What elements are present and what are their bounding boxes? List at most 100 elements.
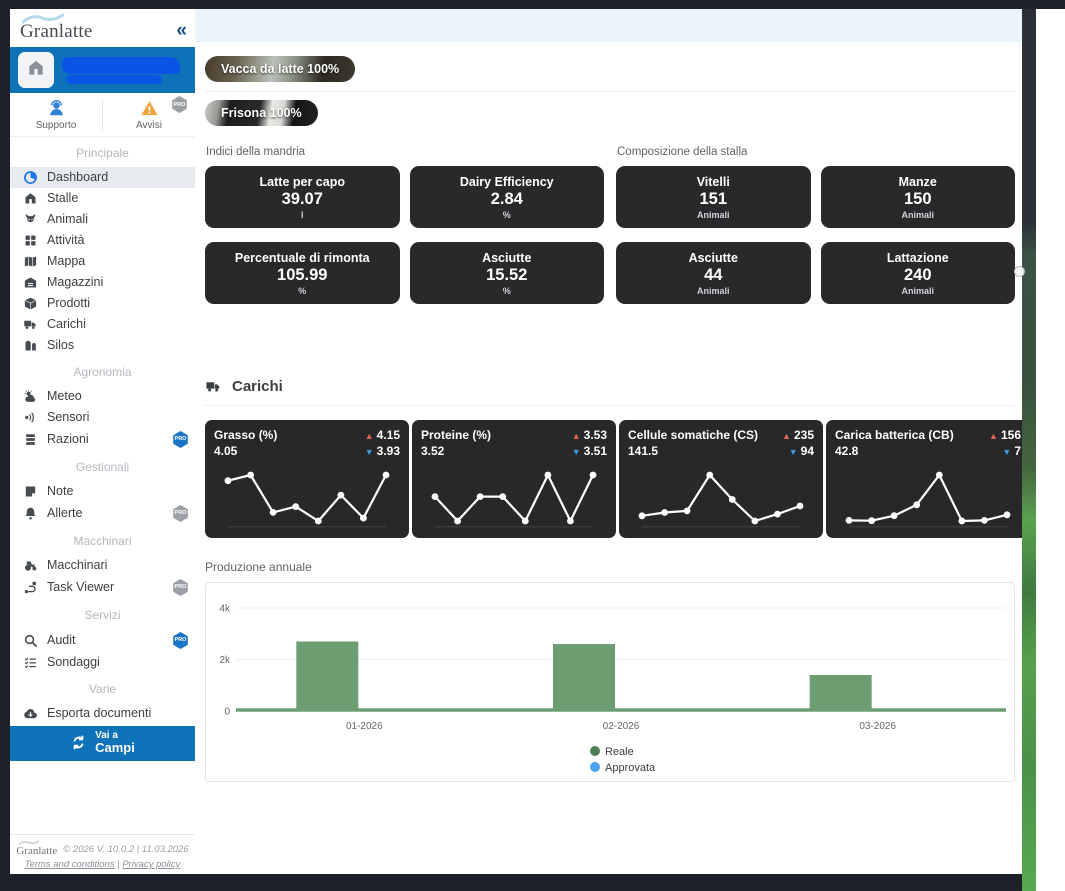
- production-chart-title: Produzione annuale: [205, 560, 312, 574]
- bar-chart-canvas: 0 2k 4k 01-2026 02-2026 03-2026 Reale Approvata: [219, 604, 1006, 774]
- sidebar-item-stalle[interactable]: Stalle: [10, 188, 195, 209]
- privacy-link[interactable]: Privacy policy: [122, 859, 181, 870]
- sidebar-item-silos[interactable]: Silos: [10, 335, 195, 356]
- kpi-value: 105.99: [277, 265, 328, 284]
- load-card-current: 4.05: [214, 444, 238, 459]
- quick-actions-row: Supporto Avvisi PRO: [10, 93, 195, 137]
- sidebar-item-sensori[interactable]: Sensori: [10, 407, 195, 428]
- layers-icon: [23, 432, 38, 447]
- sidebar-item-audit[interactable]: Audit PRO: [10, 629, 195, 652]
- map-marker-dot: [1014, 266, 1025, 277]
- brand-header: Granlatte «: [10, 9, 195, 47]
- sidebar-item-dashboard[interactable]: Dashboard: [10, 167, 195, 188]
- sidebar-item-label: Macchinari: [47, 558, 108, 573]
- svg-text:02-2026: 02-2026: [603, 721, 640, 732]
- sidebar-footer: Granlatte © 2026 V. 10.0.2 | 11.03.2026 …: [10, 834, 195, 874]
- sidebar-item-label: Carichi: [47, 317, 86, 332]
- load-card-max: ▲ 235: [782, 428, 814, 442]
- nav-section-label: Principale: [76, 146, 129, 160]
- load-card-cellule-somatiche-cs-: Cellule somatiche (CS) ▲ 235 141.5 ▼ 94: [619, 420, 823, 538]
- window-frame-top: [0, 0, 1065, 9]
- sidebar-item-label: Note: [47, 484, 74, 499]
- sidebar-item-carichi[interactable]: Carichi: [10, 314, 195, 335]
- pro-badge: PRO: [173, 579, 188, 596]
- kpi-unit: Animali: [901, 285, 934, 296]
- nav-section-label: Varie: [88, 682, 117, 696]
- go-to-campi-button[interactable]: Vai a Campi: [10, 726, 195, 762]
- top-bar: [195, 9, 1031, 42]
- nav-section-label: Servizi: [84, 608, 121, 622]
- triangle-up-icon: ▲: [571, 431, 581, 441]
- production-chart: 0 2k 4k 01-2026 02-2026 03-2026 Reale Approvata: [205, 582, 1015, 782]
- sidebar-item-attivit-[interactable]: Attività: [10, 230, 195, 251]
- pro-badge: PRO: [173, 431, 188, 448]
- kpi-grid: Vitelli 151 Animali Manze 150 Animali Asciutte…: [616, 166, 1015, 304]
- sidebar-item-prodotti[interactable]: Prodotti: [10, 293, 195, 314]
- map-icon: [23, 254, 38, 269]
- sidebar-collapse-button[interactable]: «: [176, 19, 187, 41]
- legend-item-reale[interactable]: Reale: [590, 746, 634, 758]
- loads-section-title: Carichi: [232, 378, 283, 395]
- silo-icon: [23, 338, 38, 353]
- sidebar-item-label: Audit: [47, 633, 76, 648]
- sidebar: Granlatte « Supporto Avvisi PRO Principale…: [10, 9, 195, 874]
- load-card-title: Proteine (%): [421, 428, 492, 442]
- sparkline-chart: [845, 471, 1011, 528]
- farm-banner[interactable]: [10, 47, 195, 93]
- breed-chip-vacca[interactable]: Vacca da latte 100%: [205, 56, 356, 82]
- barn-icon: [18, 52, 54, 88]
- load-card-current: 141.5: [628, 444, 659, 459]
- sparkline-chart: [638, 471, 804, 528]
- pro-badge: PRO: [173, 632, 188, 649]
- goto-label-big: Campi: [95, 740, 135, 755]
- kpi-label: Vitelli: [696, 174, 730, 189]
- kpi-card-vitelli: Vitelli 151 Animali: [616, 166, 811, 228]
- load-card-title: Carica batterica (CB): [835, 428, 954, 442]
- terms-link[interactable]: Terms and conditions: [24, 859, 115, 870]
- sidebar-item-animali[interactable]: Animali: [10, 209, 195, 230]
- sidebar-item-magazzini[interactable]: Magazzini: [10, 272, 195, 293]
- kpi-value: 150: [903, 189, 932, 208]
- breed-chip-frisona[interactable]: Frisona 100%: [205, 100, 318, 126]
- sidebar-item-note[interactable]: Note: [10, 481, 195, 502]
- kpi-value: 39.07: [281, 189, 323, 208]
- sidebar-item-label: Meteo: [47, 389, 82, 404]
- kpi-unit: %: [298, 285, 307, 296]
- sidebar-item-sondaggi[interactable]: Sondaggi: [10, 652, 195, 673]
- sidebar-item-allerte[interactable]: Allerte PRO: [10, 502, 195, 525]
- sidebar-item-task-viewer[interactable]: Task Viewer PRO: [10, 576, 195, 599]
- kpi-unit: Animali: [901, 209, 934, 220]
- load-card-max: ▲ 4.15: [364, 428, 400, 442]
- svg-text:01-2026: 01-2026: [346, 721, 383, 732]
- quick-avvisi[interactable]: Avvisi: [102, 99, 195, 131]
- tractor-icon: [23, 558, 38, 573]
- load-card-current: 42.8: [835, 444, 859, 459]
- kpi-groups: Latte per capo 39.07 l Dairy Efficiency 2.84…: [205, 158, 1015, 304]
- kpi-label: Asciutte: [688, 250, 738, 265]
- sidebar-item-razioni[interactable]: Razioni PRO: [10, 428, 195, 451]
- sidebar-item-mappa[interactable]: Mappa: [10, 251, 195, 272]
- footer-brand-logo: Granlatte: [16, 840, 57, 857]
- main-content: Vacca da latte 100% Frisona 100% Indici …: [195, 9, 1031, 874]
- triangle-down-icon: ▼: [571, 447, 581, 458]
- sidebar-item-esporta-documenti[interactable]: Esporta documenti: [10, 703, 195, 724]
- load-card-carica-batterica-cb-: Carica batterica (CB) ▲ 156 42.8 ▼ 7: [826, 420, 1030, 538]
- kpi-card-asciutte: Asciutte 15.52%: [409, 242, 604, 304]
- pro-badge: PRO: [173, 505, 188, 522]
- legend-item-approvata[interactable]: Approvata: [590, 762, 656, 774]
- load-card-max: ▲ 3.53: [571, 428, 607, 442]
- loads-section-header: Carichi: [205, 378, 1015, 395]
- sparkline-chart: [224, 471, 390, 528]
- sidebar-item-macchinari[interactable]: Macchinari: [10, 555, 195, 576]
- window-frame-bottom: [0, 874, 1022, 891]
- sidebar-nav: Principale Dashboard Stalle Animali Attività…: [10, 137, 195, 724]
- cloud-download-icon: [23, 706, 38, 721]
- sync-icon: [70, 734, 87, 751]
- sensor-icon: [23, 410, 38, 425]
- sidebar-item-meteo[interactable]: Meteo: [10, 386, 195, 407]
- bell-icon: [23, 506, 38, 521]
- quick-supporto[interactable]: Supporto: [10, 99, 102, 131]
- kpi-card-percentuale-di-rimonta: Percentuale di rimonta 105.99%: [205, 242, 400, 304]
- sidebar-item-label: Sensori: [47, 410, 90, 425]
- kpi-unit: %: [502, 285, 511, 296]
